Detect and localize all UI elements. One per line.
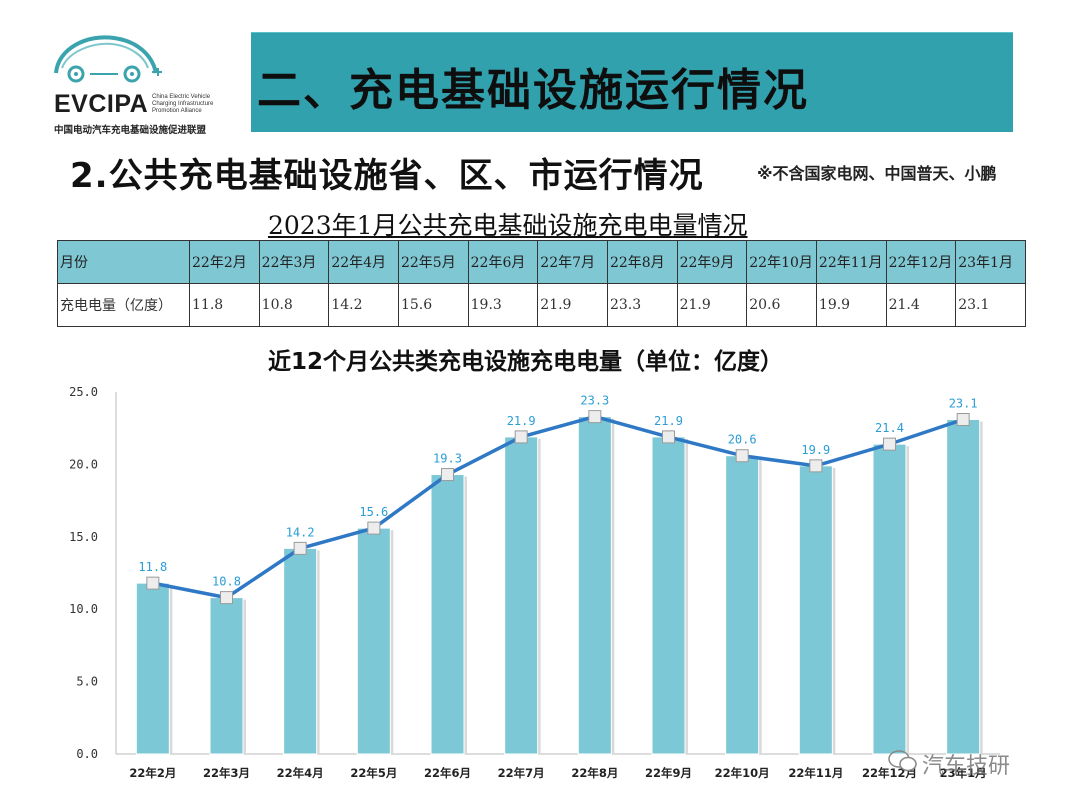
line-marker [735,449,749,463]
bar [356,527,391,755]
chart-title: 近12个月公共类充电设施充电电量（单位：亿度） [268,349,784,375]
x-tick-label: 22年3月 [203,766,250,780]
bar [651,436,686,755]
table-cell: 23.1 [955,283,1026,327]
y-tick-label: 5.0 [76,675,98,689]
data-label: 23.1 [949,397,978,411]
data-label: 15.6 [359,505,388,519]
x-tick-label: 22年9月 [645,766,692,780]
data-label: 21.9 [507,414,536,428]
table-title: 2023年1月公共充电基础设施充电电量情况 [268,211,748,240]
exclusion-note: ※不含国家电网、中国普天、小鹏 [757,164,997,183]
data-label: 23.3 [580,394,609,408]
table-header-month: 22年4月 [328,240,399,284]
data-label: 10.8 [212,575,241,589]
data-label: 11.8 [138,560,167,574]
y-tick-label: 25.0 [69,385,98,399]
title-banner: 二、充电基础设施运行情况 [251,32,1013,132]
x-tick-label: 22年10月 [715,766,770,780]
wechat-icon [888,750,917,772]
y-tick-label: 10.0 [69,602,98,616]
data-label: 19.3 [433,452,462,466]
line-marker [662,430,675,444]
y-tick-label: 15.0 [69,530,98,544]
table-cell: 10.8 [258,283,330,327]
line-marker [220,591,233,605]
table-cell: 11.8 [189,283,260,327]
bar [872,443,907,755]
data-label: 19.9 [801,443,830,457]
x-tick-label: 22年6月 [424,766,471,780]
table-cell: 14.2 [328,283,399,327]
y-tick-label: 0.0 [76,747,98,761]
car-plug-icon [54,35,162,83]
table-cell: 15.6 [397,283,469,327]
line-marker [293,541,307,555]
table-cell: 23.3 [606,283,678,327]
bar [504,436,539,755]
table-header-month: 22年3月 [258,240,330,284]
x-tick-label: 22年8月 [571,766,618,780]
table-cell: 19.3 [467,283,539,327]
table-header-month: 22年2月 [189,240,260,284]
logo-chinese-name: 中国电动汽车充电基础设施促进联盟 [54,125,207,136]
bar [283,547,318,755]
bar [725,455,760,755]
logo-wordmark: EVCIPA [54,90,149,118]
bar [209,597,244,755]
line-marker [514,430,528,444]
line-marker [588,410,602,424]
bar [798,465,833,755]
charging-volume-table: 月份 22年2月 22年3月 22年4月 22年5月 22年6月 22年7月 2… [57,240,1026,327]
data-label: 14.2 [286,525,315,539]
bar [946,419,981,755]
data-label: 21.9 [654,414,683,428]
line-marker [367,521,381,535]
logo-english-name: China Electric Vehicle Charging Infrastr… [152,94,214,114]
x-tick-label: 22年5月 [350,766,397,780]
banner-title: 二、充电基础设施运行情况 [257,65,809,116]
bar [577,416,612,755]
table-cell: 21.9 [537,283,608,327]
table-header-month: 22年8月 [606,240,678,284]
line-marker [146,576,160,590]
table-cell: 20.6 [746,283,817,327]
table-header-month: 22年11月 [815,240,887,284]
table-header-row: 月份 22年2月 22年3月 22年4月 22年5月 22年6月 22年7月 2… [57,240,1026,284]
x-tick-label: 22年11月 [788,766,843,780]
table-cell: 21.9 [676,283,748,327]
table-row-label: 充电电量（亿度） [57,283,190,327]
table-header-month: 22年5月 [397,240,469,284]
y-tick-label: 20.0 [69,457,98,471]
table-header-month: 22年6月 [467,240,539,284]
line-marker [809,459,823,473]
table-header-month: 22年7月 [537,240,608,284]
line-marker [956,413,970,427]
table-header-label: 月份 [57,240,190,284]
bar [135,582,170,755]
series-line [152,414,964,600]
x-tick-label: 22年2月 [129,766,176,780]
data-label: 21.4 [875,421,904,435]
table-header-month: 22年9月 [676,240,748,284]
table-header-month: 22年10月 [746,240,817,284]
x-tick-label: 22年4月 [277,766,324,780]
watermark-text: 汽车技研 [922,754,1011,779]
table-row: 充电电量（亿度） 11.8 10.8 14.2 15.6 19.3 21.9 2… [57,283,1026,327]
data-label: 20.6 [728,433,757,447]
table-cell: 19.9 [815,283,887,327]
line-marker [883,437,896,451]
x-tick-label: 22年7月 [498,766,545,780]
x-tick-label: 23年1月 [940,766,987,780]
line-marker [441,468,454,482]
table-cell: 21.4 [885,283,957,327]
bar [430,474,465,755]
evcipa-logo: EVCIPA China Electric Vehicle Charging I… [48,28,238,138]
section-subheading: 2.公共充电基础设施省、区、市运行情况 [70,156,704,196]
